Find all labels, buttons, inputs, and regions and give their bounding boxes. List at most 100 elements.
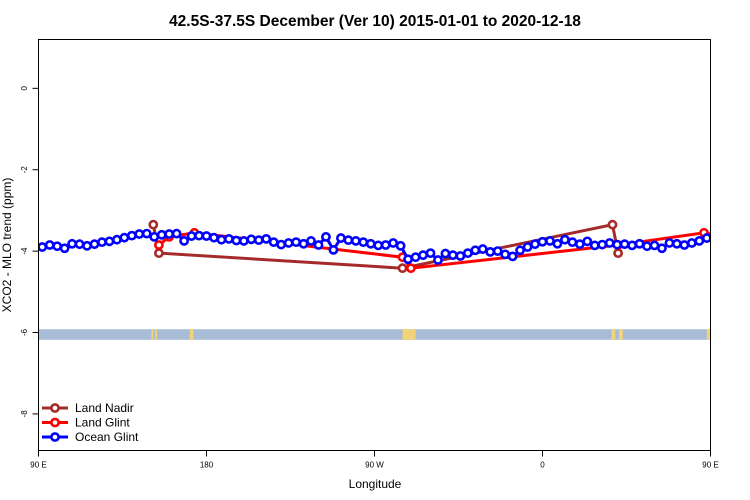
series-point-ocean-glint — [582, 236, 593, 247]
series-point-land-nadir — [153, 248, 164, 259]
legend-swatch-marker — [50, 432, 60, 442]
series-point-ocean-glint — [238, 236, 249, 246]
series-point-ocean-glint — [567, 237, 578, 248]
series-point-ocean-glint — [440, 248, 451, 259]
y-tick-label: -8 — [20, 410, 29, 418]
series-point-ocean-glint — [268, 237, 279, 248]
legend-label: Ocean Glint — [75, 430, 139, 444]
legend-item-land-glint: Land Glint — [42, 416, 130, 430]
series-point-ocean-glint — [298, 238, 309, 249]
series-point-ocean-glint — [89, 239, 100, 250]
series-point-land-nadir — [613, 248, 623, 259]
y-axis: 0 -2 -4 -6 -8 — [20, 86, 39, 418]
x-tick-label: 180 — [200, 461, 214, 470]
series-point-ocean-glint — [365, 238, 376, 249]
series-point-ocean-glint — [44, 240, 55, 250]
series-point-ocean-glint — [649, 240, 660, 251]
series-point-ocean-glint — [589, 240, 600, 251]
series-point-ocean-glint — [171, 228, 182, 239]
series-point-ocean-glint — [246, 234, 257, 245]
series-point-ocean-glint — [321, 231, 331, 242]
series-point-ocean-glint — [433, 255, 443, 265]
series-point-ocean-glint — [335, 233, 346, 243]
series-clip-group — [38, 219, 748, 274]
y-tick-label: -4 — [20, 247, 29, 255]
series-point-ocean-glint — [627, 240, 637, 251]
series-point-ocean-glint — [216, 234, 227, 245]
series-point-ocean-glint — [194, 230, 204, 241]
series-point-ocean-glint — [223, 233, 234, 244]
series-point-ocean-glint — [82, 240, 92, 251]
series-point-ocean-glint — [612, 239, 623, 250]
series-point-land-nadir — [148, 219, 159, 230]
land-ocean-band — [38, 329, 711, 340]
series-point-ocean-glint — [201, 231, 212, 241]
series-point-ocean-glint — [709, 232, 711, 239]
ocean-band — [38, 329, 711, 340]
series-point-ocean-glint — [380, 240, 391, 250]
series-point-ocean-glint — [134, 229, 145, 239]
series-point-ocean-glint — [253, 235, 264, 246]
x-axis: 90 E 180 90 W 0 90 E — [30, 450, 719, 470]
series-point-ocean-glint — [634, 238, 645, 249]
series-point-land-glint — [405, 263, 416, 274]
series-point-ocean-glint — [462, 248, 473, 259]
series-point-ocean-glint — [485, 247, 496, 257]
legend-swatch-marker — [50, 417, 60, 428]
series-point-ocean-glint — [126, 230, 137, 241]
series-point-ocean-glint — [619, 239, 630, 250]
series-point-ocean-glint — [657, 243, 667, 254]
series-point-ocean-glint — [418, 250, 428, 261]
series-point-ocean-glint — [672, 238, 682, 249]
series-ocean-glint — [38, 228, 748, 265]
series-point-ocean-glint — [500, 249, 511, 260]
series-point-land-glint — [153, 240, 164, 250]
series-point-ocean-glint — [149, 231, 160, 242]
legend-label: Land Glint — [75, 416, 130, 430]
series-point-ocean-glint — [597, 239, 608, 250]
series-point-ocean-glint — [642, 241, 652, 252]
series-point-ocean-glint — [470, 245, 481, 256]
series-point-ocean-glint — [97, 237, 107, 248]
land-band-segment — [406, 329, 409, 340]
series-point-ocean-glint — [741, 232, 748, 239]
x-tick-label: 90 W — [365, 461, 384, 470]
series-point-ocean-glint — [395, 240, 406, 251]
series-point-ocean-glint — [67, 238, 77, 249]
series-point-ocean-glint — [373, 240, 384, 251]
series-point-ocean-glint — [694, 236, 705, 246]
land-band-segment — [706, 329, 711, 340]
x-tick-label: 90 E — [30, 461, 46, 470]
series-point-ocean-glint — [261, 233, 272, 244]
series-point-ocean-glint — [141, 228, 152, 239]
series-point-ocean-glint — [492, 246, 503, 257]
series-point-ocean-glint — [403, 254, 413, 265]
x-tick-label: 0 — [540, 461, 545, 470]
series-point-ocean-glint — [112, 234, 122, 245]
series-point-ocean-glint — [328, 244, 339, 255]
series-point-ocean-glint — [545, 236, 555, 246]
y-tick-label: 0 — [20, 86, 29, 91]
series-point-ocean-glint — [388, 238, 399, 248]
series-point-ocean-glint — [604, 238, 615, 248]
y-tick-label: -6 — [20, 328, 29, 336]
series-point-ocean-glint — [718, 231, 725, 238]
series-point-ocean-glint — [425, 248, 436, 259]
legend-swatch-marker — [50, 403, 60, 413]
chart-title: 42.5S-37.5S December (Ver 10) 2015-01-01… — [169, 13, 581, 30]
series-point-ocean-glint — [283, 238, 294, 248]
series-point-ocean-glint — [701, 233, 711, 243]
series-point-ocean-glint — [477, 244, 488, 254]
series-point-land-nadir — [607, 219, 618, 230]
x-axis-label: Longitude — [349, 477, 402, 491]
series-point-ocean-glint — [686, 238, 697, 248]
series-point-ocean-glint — [59, 243, 70, 254]
legend-label: Land Nadir — [75, 401, 134, 415]
land-band-segment — [611, 329, 616, 340]
series-point-ocean-glint — [530, 239, 540, 250]
series-point-ocean-glint — [74, 239, 85, 250]
series-point-ocean-glint — [664, 238, 675, 248]
land-band-segment — [155, 329, 158, 340]
